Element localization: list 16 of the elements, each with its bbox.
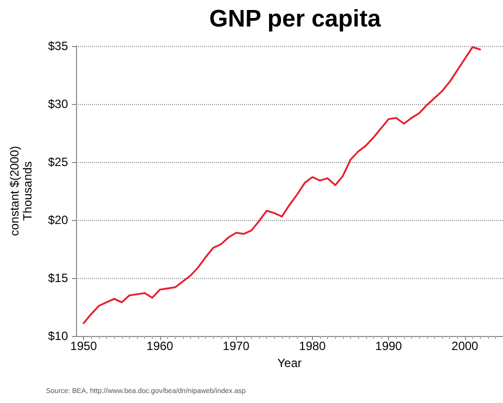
x-axis-title: Year xyxy=(277,356,302,370)
x-tick-label: 2000 xyxy=(452,339,479,353)
x-tick-label: 1950 xyxy=(70,339,98,353)
y-axis-title: constant $(2000) Thousands xyxy=(8,146,34,236)
line-series xyxy=(82,46,482,324)
y-tick-label: $10 xyxy=(48,329,68,343)
y-tick-label: $15 xyxy=(48,271,68,285)
y-tick-label: $35 xyxy=(48,39,68,53)
x-tick-label: 1980 xyxy=(299,339,326,353)
y-tick-label: $25 xyxy=(48,155,68,169)
x-tick-label: 1990 xyxy=(375,339,402,353)
x-tick-label: 1970 xyxy=(222,339,250,353)
y-tick-label: $20 xyxy=(48,213,68,227)
chart-title: GNP per capita xyxy=(209,6,382,32)
y-tick-label: $30 xyxy=(48,97,68,111)
x-tick-label: 1960 xyxy=(146,339,174,353)
